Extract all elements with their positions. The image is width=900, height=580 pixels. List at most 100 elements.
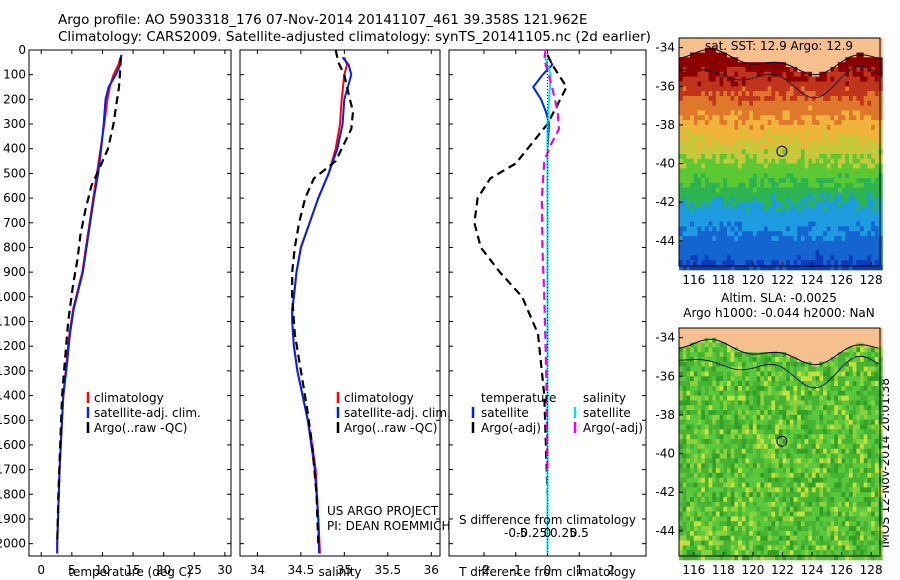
sla-map-cell	[786, 458, 791, 464]
sla-map-cell	[745, 506, 750, 512]
sst-map-cell	[782, 197, 787, 203]
sst-map-cell	[867, 250, 872, 256]
sst-map-cell	[808, 178, 813, 184]
sla-map-cell	[823, 357, 828, 363]
sst-map-cell	[775, 96, 780, 102]
sst-map-cell	[815, 202, 820, 208]
sst-map-cell	[826, 149, 831, 155]
sst-map-cell	[723, 71, 728, 78]
sst-map-cell	[775, 163, 780, 169]
sst-map-cell	[852, 139, 857, 145]
sst-map-cell	[727, 71, 732, 78]
sla-map-cell	[764, 434, 769, 440]
sst-map-cell	[852, 144, 857, 150]
sla-map-cell	[686, 429, 691, 435]
sst-map-cell	[793, 255, 798, 261]
sla-map-cell	[874, 400, 879, 406]
sst-map-cell	[815, 124, 820, 131]
sla-map-cell	[819, 410, 824, 416]
sst-map-cell	[782, 211, 787, 218]
sst-map-cell	[837, 240, 843, 247]
sst-map-cell	[808, 250, 813, 256]
sst-map-cell	[708, 120, 713, 126]
sst-map-cell	[793, 221, 798, 227]
sst-map-cell	[793, 100, 798, 107]
sla-map-cell	[775, 376, 780, 382]
sst-map-cell	[871, 115, 876, 121]
sst-map-cell	[797, 178, 802, 184]
sla-map-cell	[815, 429, 820, 435]
sla-map-cell	[808, 429, 813, 435]
sst-map-cell	[874, 47, 879, 53]
sst-map-cell	[823, 158, 828, 165]
sla-map-cell	[778, 419, 783, 426]
sla-map-cell	[797, 477, 802, 483]
sla-map-cell	[686, 497, 691, 503]
sst-map-cell	[715, 173, 721, 179]
sst-map-cell	[804, 250, 809, 256]
sla-map-cell	[730, 424, 735, 430]
sla-map-cell	[745, 419, 750, 426]
sla-map-cell	[800, 395, 806, 401]
sst-map-cell	[778, 202, 783, 208]
sst-map-cell	[808, 182, 813, 189]
sst-map-cell	[871, 245, 876, 251]
sla-map-cell	[727, 414, 732, 421]
sst-map-cell	[849, 86, 854, 92]
sla-map-cell	[775, 419, 780, 426]
sst-map-cell	[727, 149, 732, 155]
sst-map-cell	[852, 124, 857, 131]
sst-map-cell	[782, 250, 787, 256]
sst-map-cell	[771, 207, 776, 213]
sla-map-cell	[738, 381, 743, 387]
sla-map-cell	[867, 337, 872, 343]
sst-map-cell	[834, 158, 839, 165]
sst-map-cell	[867, 129, 872, 136]
sla-map-cell	[845, 487, 850, 493]
sla-map-cell	[856, 443, 861, 450]
sla-map-cell	[808, 337, 813, 343]
sst-map-cell	[693, 91, 698, 97]
sst-map-cell	[819, 62, 824, 68]
sla-map-cell	[841, 410, 846, 416]
sst-map-cell	[837, 71, 843, 78]
sla-map-cell	[871, 376, 876, 382]
sst-map-cell	[800, 110, 806, 116]
sst-map-cell	[863, 120, 868, 126]
sla-map-cell	[793, 395, 798, 401]
sst-map-cell	[856, 240, 861, 247]
sla-map-cell	[782, 332, 787, 339]
sst-map-cell	[793, 153, 798, 160]
sla-map-cell	[863, 352, 868, 358]
sst-map-cell	[730, 139, 735, 145]
sla-map-cell	[682, 439, 687, 445]
sst-map-cell	[826, 250, 831, 256]
sst-map-cell	[771, 163, 776, 169]
sst-map-cell	[727, 260, 732, 266]
sla-map-cell	[749, 357, 754, 363]
sst-map-cell	[741, 144, 746, 150]
sst-map-cell	[775, 38, 780, 44]
sst-map-cell	[708, 149, 713, 155]
sst-map-cell	[849, 129, 854, 136]
sst-map-cell	[778, 255, 783, 261]
sla-map-cell	[849, 332, 854, 339]
sla-map-cell	[730, 371, 735, 377]
sst-map-xtick-label: 118	[712, 273, 735, 287]
sla-map-cell	[812, 357, 817, 363]
sst-map-cell	[778, 173, 783, 179]
sst-map-cell	[697, 134, 702, 140]
sla-map-cell	[826, 376, 831, 382]
sst-map-cell	[826, 173, 831, 179]
sst-map-cell	[874, 192, 879, 198]
sst-map-cell	[679, 81, 684, 87]
sla-map-cell	[786, 468, 791, 474]
sla-map-cell	[871, 357, 876, 363]
sst-map-cell	[837, 91, 843, 97]
sla-map-cell	[752, 443, 758, 450]
sst-map-cell	[719, 250, 724, 256]
sst-map-cell	[874, 115, 879, 121]
sst-map-cell	[867, 158, 872, 165]
sla-map-cell	[852, 352, 857, 358]
sla-map-cell	[826, 337, 831, 343]
